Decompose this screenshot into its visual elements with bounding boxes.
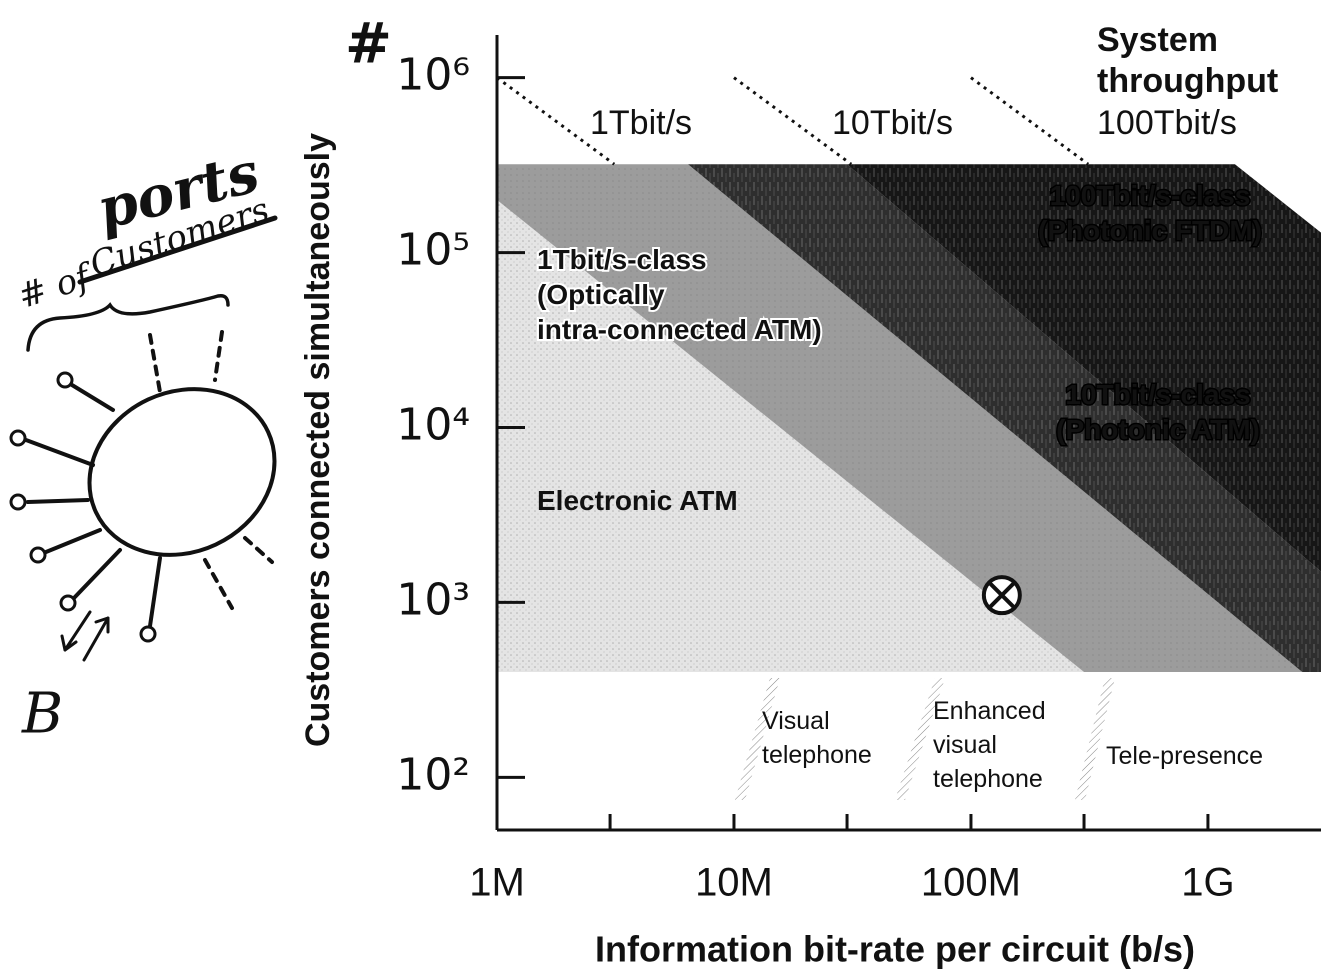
page: {"chart_data": { "type": "region", "x_la… bbox=[0, 0, 1321, 977]
application-label-line: Tele-presence bbox=[1106, 742, 1263, 770]
application-label-line: visual bbox=[933, 731, 997, 759]
x-tick-label: 1G bbox=[1181, 861, 1234, 905]
region-label-line: (Optically bbox=[537, 279, 665, 310]
application-label: Tele-presence bbox=[1106, 742, 1263, 770]
application-label-line: telephone bbox=[933, 765, 1043, 793]
throughput-line bbox=[971, 78, 1088, 165]
y-tick-label: 10⁵ bbox=[396, 225, 470, 276]
chart: # ports # of Customers B Information bit… bbox=[0, 0, 1321, 977]
region-label: Electronic ATM bbox=[537, 485, 738, 516]
region-label-line: intra-connected ATM) bbox=[537, 314, 822, 345]
x-tick-label: 10M bbox=[695, 861, 773, 905]
throughput-label: 100Tbit/s bbox=[1097, 104, 1237, 142]
application-label-line: Visual bbox=[762, 707, 830, 735]
x-tick-label: 1M bbox=[469, 861, 525, 905]
axis-hash: # bbox=[345, 11, 392, 77]
application-divider bbox=[1075, 678, 1115, 800]
region-label-line: (Photonic ATM) bbox=[1056, 414, 1260, 445]
region-label-line: (Photonic FTDM) bbox=[1038, 215, 1262, 246]
panel-label: B bbox=[21, 682, 63, 747]
y-tick-label: 10⁶ bbox=[396, 50, 470, 101]
throughput-title-line: throughput bbox=[1097, 62, 1278, 100]
application-label: Enhanced visual telephone bbox=[933, 697, 1046, 793]
application-divider bbox=[735, 678, 780, 800]
region-label-line: 100Tbit/s-class bbox=[1050, 180, 1251, 211]
application-label-line: telephone bbox=[762, 741, 872, 769]
throughput-title-line: System bbox=[1097, 21, 1218, 59]
application-label-line: Enhanced bbox=[933, 697, 1046, 725]
y-tick-label: 10³ bbox=[396, 574, 470, 625]
region-label-line: Electronic ATM bbox=[537, 485, 738, 516]
application-label: Visual telephone bbox=[762, 707, 872, 769]
y-tick-label: 10⁴ bbox=[396, 400, 470, 451]
x-tick-label: 100M bbox=[921, 861, 1021, 905]
region-label-line: 1Tbit/s-class bbox=[537, 244, 707, 275]
prefix-note: # of bbox=[13, 255, 99, 317]
throughput-label: 10Tbit/s bbox=[832, 104, 953, 142]
y-axis-title: Customers connected simultaneously bbox=[299, 133, 337, 747]
x-axis-title: Information bit-rate per circuit (b/s) bbox=[595, 929, 1195, 970]
throughput-label: 1Tbit/s bbox=[590, 104, 692, 142]
region-label-line: 10Tbit/s-class bbox=[1065, 379, 1250, 410]
y-tick-label: 10² bbox=[396, 749, 470, 800]
